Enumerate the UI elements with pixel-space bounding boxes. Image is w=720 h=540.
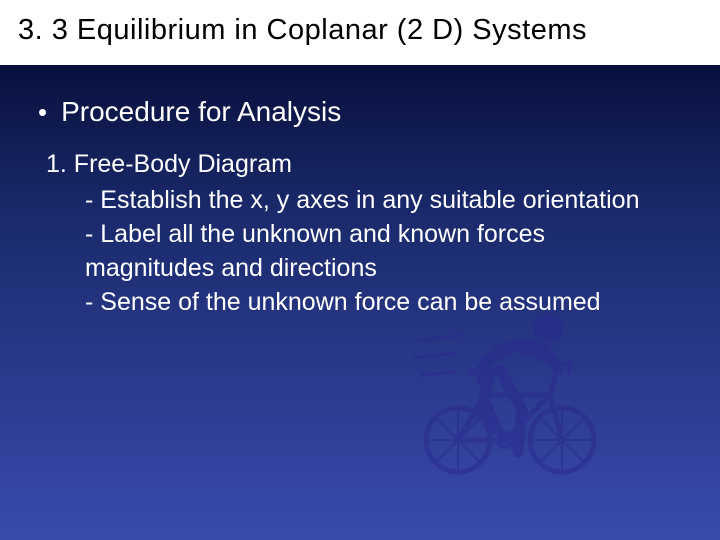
- bullet-text: Procedure for Analysis: [61, 95, 341, 129]
- bullet-dot-icon: •: [38, 95, 47, 129]
- bullet-item: • Procedure for Analysis: [38, 95, 690, 129]
- sub-line-1: - Establish the x, y axes in any suitabl…: [85, 183, 650, 217]
- title-bar: 3. 3 Equilibrium in Coplanar (2 D) Syste…: [0, 0, 720, 65]
- slide-title: 3. 3 Equilibrium in Coplanar (2 D) Syste…: [18, 14, 702, 47]
- cyclist-icon: [410, 280, 610, 480]
- numbered-heading: 1. Free-Body Diagram: [46, 147, 690, 181]
- sub-line-2: - Label all the unknown and known forces…: [85, 217, 650, 285]
- content-area: • Procedure for Analysis 1. Free-Body Di…: [0, 65, 720, 319]
